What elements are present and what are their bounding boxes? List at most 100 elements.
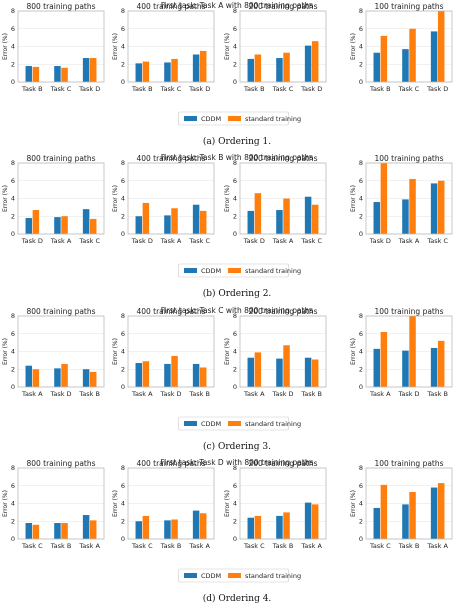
x-tick-label: Task A: [50, 237, 72, 245]
y-tick-label: 8: [121, 159, 125, 167]
figure-caption: (d) Ordering 4.: [203, 593, 272, 604]
x-tick-label: Task D: [159, 390, 181, 398]
bar-standard-training: [311, 359, 319, 387]
x-tick-label: Task A: [398, 237, 420, 245]
x-tick-label: Task A: [300, 542, 322, 550]
y-tick-label: 4: [121, 348, 125, 356]
bar-cddm: [192, 510, 200, 539]
y-tick-label: 8: [233, 7, 237, 15]
y-tick-label: 4: [233, 500, 237, 508]
x-tick-label: Task B: [131, 85, 153, 93]
bar-standard-training: [311, 504, 319, 539]
legend-swatch-standard-training: [228, 573, 241, 578]
y-tick-label: 4: [359, 500, 363, 508]
y-tick-label: 8: [359, 159, 363, 167]
y-tick-label: 8: [359, 464, 363, 472]
x-tick-label: Task D: [426, 85, 448, 93]
y-tick-label: 2: [359, 517, 363, 525]
figure-caption: (b) Ordering 2.: [203, 288, 272, 299]
bar-standard-training: [171, 58, 178, 82]
y-axis-label: Error (%): [2, 33, 9, 60]
y-tick-label: 2: [121, 212, 125, 220]
y-tick-label: 8: [121, 312, 125, 320]
y-tick-label: 2: [359, 365, 363, 373]
bar-cddm: [276, 210, 283, 234]
y-tick-label: 0: [11, 78, 15, 86]
y-tick-label: 0: [121, 230, 125, 238]
x-tick-label: Task A: [21, 390, 43, 398]
y-tick-label: 2: [233, 212, 237, 220]
legend-swatch-cddm: [184, 573, 197, 578]
y-tick-label: 6: [233, 482, 237, 490]
axes-frame: [365, 467, 453, 540]
bar-cddm: [135, 216, 143, 234]
bar-cddm: [164, 215, 171, 234]
y-tick-label: 2: [11, 365, 15, 373]
x-tick-label: Task B: [160, 542, 182, 550]
x-tick-label: Task B: [243, 85, 265, 93]
y-tick-label: 2: [11, 60, 15, 68]
y-tick-label: 6: [11, 25, 15, 33]
axes-frame: [127, 162, 215, 235]
y-tick-label: 2: [359, 212, 363, 220]
x-tick-label: Task A: [188, 542, 210, 550]
y-tick-label: 6: [121, 177, 125, 185]
x-tick-label: Task C: [426, 237, 448, 245]
y-tick-label: 6: [233, 177, 237, 185]
y-axis-label: Error (%): [112, 33, 119, 60]
y-tick-label: 6: [121, 330, 125, 338]
y-tick-label: 0: [359, 535, 363, 543]
y-tick-label: 0: [359, 383, 363, 391]
figure-title: First task: Task C with 800 training pat…: [161, 306, 314, 315]
y-tick-label: 0: [121, 535, 125, 543]
x-tick-label: Task D: [369, 237, 391, 245]
x-tick-label: Task C: [160, 85, 182, 93]
bar-cddm: [247, 357, 255, 387]
y-axis-label: Error (%): [224, 338, 231, 365]
y-tick-label: 0: [359, 230, 363, 238]
subplot-title: 200 training paths: [248, 307, 317, 316]
bar-cddm: [373, 52, 381, 82]
x-tick-label: Task D: [243, 237, 265, 245]
bar-standard-training: [283, 512, 290, 539]
axes-frame: [239, 162, 327, 235]
axes-frame: [17, 315, 105, 388]
bar-cddm: [82, 209, 90, 234]
y-tick-label: 0: [359, 78, 363, 86]
y-tick-label: 2: [233, 60, 237, 68]
y-axis-label: Error (%): [2, 185, 9, 212]
y-tick-label: 8: [121, 7, 125, 15]
bar-standard-training: [254, 515, 262, 539]
bar-standard-training: [409, 28, 416, 82]
bar-cddm: [25, 523, 33, 539]
subplot-title: 400 training paths: [136, 459, 205, 468]
x-tick-label: Task B: [272, 542, 294, 550]
y-tick-label: 0: [11, 535, 15, 543]
bar-standard-training: [89, 371, 97, 387]
bar-standard-training: [32, 369, 40, 387]
y-tick-label: 4: [121, 500, 125, 508]
y-tick-label: 8: [11, 464, 15, 472]
y-tick-label: 4: [233, 43, 237, 51]
y-tick-label: 6: [359, 330, 363, 338]
bar-standard-training: [409, 178, 416, 234]
bar-standard-training: [61, 216, 68, 234]
subplot-title: 800 training paths: [26, 307, 95, 316]
y-axis-label: Error (%): [224, 33, 231, 60]
y-tick-label: 4: [233, 195, 237, 203]
bar-cddm: [164, 520, 171, 539]
y-tick-label: 0: [121, 383, 125, 391]
y-tick-label: 4: [359, 348, 363, 356]
subplot-title: 100 training paths: [374, 307, 443, 316]
y-tick-label: 0: [11, 383, 15, 391]
axes-frame: [239, 10, 327, 83]
bar-cddm: [304, 357, 312, 387]
legend-label-standard-training: standard training: [245, 420, 301, 428]
bar-cddm: [304, 45, 312, 82]
y-tick-label: 4: [121, 43, 125, 51]
bar-standard-training: [199, 513, 207, 539]
x-tick-label: Task B: [369, 85, 391, 93]
bar-standard-training: [409, 491, 416, 539]
y-tick-label: 0: [233, 383, 237, 391]
bar-cddm: [276, 515, 283, 539]
